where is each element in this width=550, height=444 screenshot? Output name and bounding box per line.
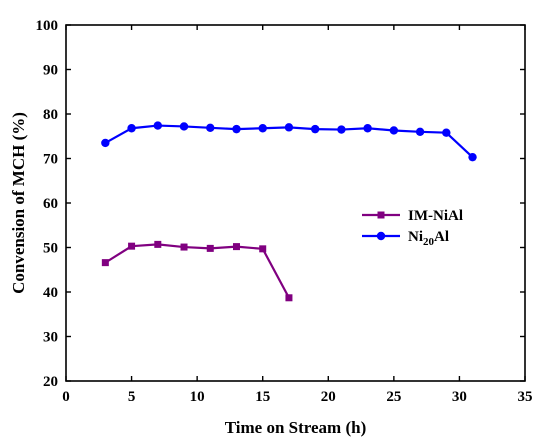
legend-item: Ni20Al [362, 229, 449, 248]
x-tick-label: 30 [452, 389, 467, 405]
y-tick-label: 30 [43, 330, 58, 346]
x-axis-title: Time on Stream (h) [225, 418, 367, 437]
y-tick-label: 70 [43, 152, 58, 168]
y-tick-label: 60 [43, 196, 58, 212]
legend: IM-NiAl Ni20Al [362, 208, 463, 248]
y-axis-title: Convension of MCH (%) [9, 112, 28, 294]
y-tick-label: 100 [36, 18, 59, 34]
data-point-circle [206, 123, 215, 132]
axes [65, 24, 526, 382]
data-point-circle [310, 124, 320, 134]
x-tick-label: 10 [190, 389, 205, 405]
x-tick-label: 20 [321, 389, 336, 405]
data-point-square [180, 243, 188, 251]
data-point-square [232, 243, 240, 251]
data-point-circle [258, 124, 267, 133]
ticks: 0 5 10 15 20 25 30 35 20 30 40 50 60 70 80 90 100 [36, 18, 533, 405]
series-1 [101, 240, 293, 302]
data-point-square [154, 240, 162, 248]
legend-item: IM-NiAl [362, 208, 463, 224]
x-tick-label: 15 [255, 389, 270, 405]
data-point-circle [232, 124, 241, 134]
data-point-circle [415, 127, 425, 136]
x-tick-label: 35 [518, 389, 533, 405]
plot-frame [65, 24, 526, 382]
data-point-circle [284, 123, 294, 132]
y-tick-label: 90 [43, 63, 58, 79]
data-point-circle [101, 138, 110, 148]
x-tick-label: 0 [62, 389, 70, 405]
legend-label: IM-NiAl [408, 208, 463, 224]
data-point-square [285, 294, 293, 302]
data-point-square [101, 259, 109, 267]
data-point-circle [337, 125, 346, 134]
y-tick-label: 40 [43, 285, 58, 301]
x-tick-label: 25 [386, 389, 401, 405]
data-point-circle [179, 122, 189, 131]
legend-label: Ni20Al [408, 229, 449, 248]
data-point-circle [442, 128, 451, 137]
x-tick-label: 5 [128, 389, 136, 405]
series-line [104, 243, 290, 299]
data-point-square [128, 242, 136, 250]
y-tick-label: 80 [43, 107, 58, 123]
data-point-circle [127, 124, 136, 133]
data-point-circle [363, 124, 372, 133]
y-tick-label: 50 [43, 241, 58, 257]
data-point-circle [153, 121, 162, 130]
series-layer [101, 121, 477, 302]
legend-marker-square [377, 211, 385, 219]
series-2 [101, 121, 477, 162]
data-point-square [206, 244, 214, 252]
data-point-square [259, 245, 267, 253]
legend-marker-circle [376, 231, 386, 241]
data-point-circle [468, 152, 477, 162]
data-point-circle [389, 126, 399, 135]
y-tick-label: 20 [43, 374, 58, 390]
